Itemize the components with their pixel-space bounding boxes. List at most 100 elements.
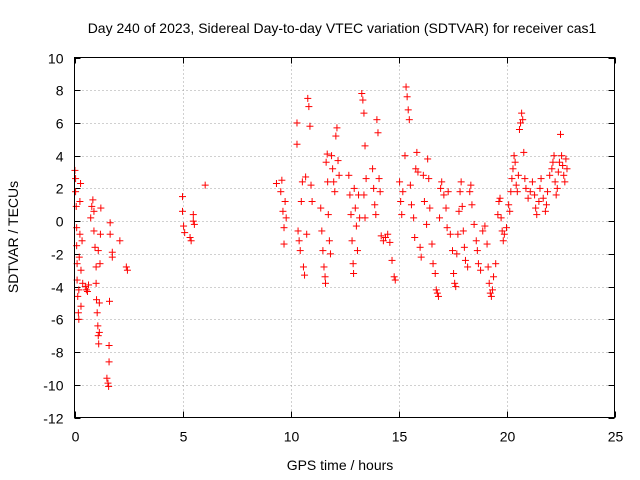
data-point bbox=[280, 224, 288, 232]
data-point bbox=[555, 158, 563, 166]
data-point bbox=[505, 201, 513, 209]
data-point bbox=[89, 196, 97, 204]
data-point bbox=[72, 202, 80, 210]
data-point bbox=[295, 237, 303, 245]
data-point bbox=[297, 198, 305, 205]
data-point bbox=[423, 220, 431, 228]
data-point bbox=[96, 260, 104, 268]
data-point bbox=[532, 204, 540, 212]
data-point bbox=[323, 150, 331, 158]
data-point bbox=[407, 201, 415, 209]
data-point bbox=[429, 260, 437, 268]
data-point bbox=[406, 181, 414, 189]
data-point bbox=[449, 247, 456, 255]
data-point bbox=[85, 281, 93, 289]
data-point bbox=[280, 240, 288, 248]
data-point bbox=[419, 171, 427, 179]
data-point bbox=[425, 175, 433, 183]
data-point bbox=[549, 158, 557, 166]
data-point bbox=[468, 201, 476, 209]
data-point bbox=[294, 227, 302, 235]
data-point bbox=[293, 140, 301, 148]
data-point bbox=[108, 253, 116, 261]
data-point bbox=[320, 263, 328, 271]
data-point bbox=[451, 279, 459, 287]
data-point bbox=[466, 188, 474, 196]
data-point bbox=[521, 175, 529, 183]
data-point bbox=[428, 240, 436, 248]
data-point bbox=[473, 247, 481, 255]
data-point bbox=[361, 214, 369, 222]
data-point bbox=[515, 126, 523, 133]
data-point bbox=[420, 198, 428, 205]
data-point bbox=[546, 171, 554, 179]
data-point bbox=[305, 103, 313, 111]
data-point bbox=[277, 188, 285, 196]
data-point bbox=[518, 109, 526, 117]
data-point bbox=[308, 198, 316, 205]
data-point bbox=[334, 157, 342, 165]
data-point bbox=[324, 211, 332, 219]
data-point bbox=[335, 171, 343, 179]
data-point bbox=[306, 122, 314, 130]
data-point bbox=[539, 194, 547, 202]
data-point bbox=[444, 188, 452, 196]
data-point bbox=[553, 184, 561, 192]
data-point bbox=[282, 214, 290, 222]
data-point bbox=[535, 198, 543, 205]
data-point bbox=[318, 227, 326, 235]
data-point bbox=[410, 214, 418, 222]
y-tick-label: -2 bbox=[51, 247, 64, 263]
data-point bbox=[507, 188, 515, 196]
data-point bbox=[483, 240, 491, 248]
data-point bbox=[94, 322, 102, 330]
data-point bbox=[105, 297, 113, 305]
data-point bbox=[391, 276, 399, 284]
data-point bbox=[485, 279, 493, 287]
data-point bbox=[372, 211, 380, 219]
data-point bbox=[561, 178, 569, 186]
data-point bbox=[83, 288, 91, 295]
data-point bbox=[90, 227, 98, 235]
data-point bbox=[122, 263, 130, 271]
data-point bbox=[453, 250, 461, 258]
data-point bbox=[401, 152, 409, 160]
data-point bbox=[492, 260, 500, 268]
data-point bbox=[105, 358, 113, 366]
y-tick-label: -10 bbox=[43, 378, 63, 394]
data-point bbox=[187, 237, 195, 245]
data-point bbox=[370, 184, 378, 192]
data-point bbox=[440, 191, 448, 199]
data-point bbox=[189, 211, 197, 219]
data-point bbox=[189, 217, 197, 225]
y-tick-label: 10 bbox=[48, 51, 64, 67]
data-point bbox=[360, 109, 368, 117]
data-point bbox=[544, 188, 552, 196]
data-point bbox=[437, 184, 445, 192]
data-point bbox=[537, 175, 545, 183]
y-tick-label: 6 bbox=[56, 116, 64, 132]
data-point bbox=[388, 256, 396, 264]
data-point bbox=[558, 152, 566, 160]
data-point bbox=[104, 379, 112, 387]
data-point bbox=[373, 116, 381, 124]
data-point bbox=[452, 283, 460, 291]
data-point bbox=[91, 243, 99, 251]
data-point bbox=[299, 263, 307, 271]
y-tick-label: -12 bbox=[43, 411, 63, 427]
data-point bbox=[190, 220, 198, 228]
data-point bbox=[477, 266, 485, 274]
data-point bbox=[386, 238, 394, 246]
data-point bbox=[390, 273, 398, 281]
data-point bbox=[514, 171, 522, 179]
data-point bbox=[77, 266, 85, 274]
data-point bbox=[443, 224, 451, 232]
data-point bbox=[472, 237, 480, 245]
data-point bbox=[361, 142, 369, 150]
data-point bbox=[353, 247, 361, 255]
y-axis-title: SDTVAR / TECUs bbox=[5, 181, 21, 293]
data-point bbox=[397, 198, 405, 205]
data-point bbox=[552, 191, 560, 199]
data-point bbox=[424, 155, 432, 163]
